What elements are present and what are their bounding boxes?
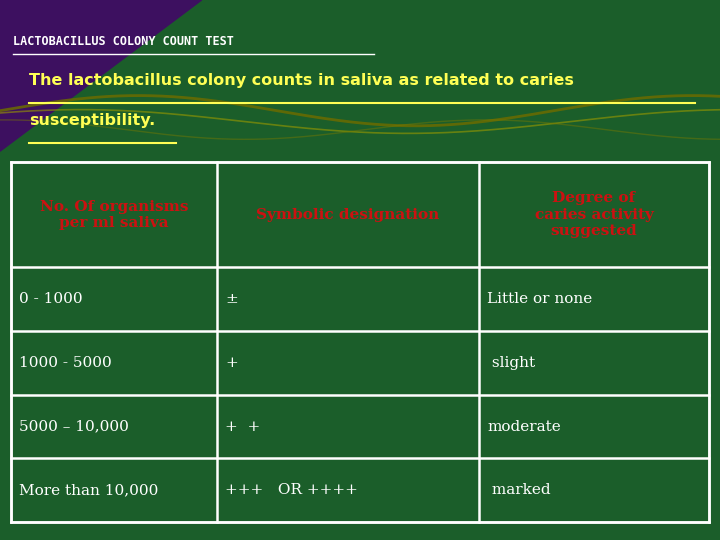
Text: susceptibility.: susceptibility. [29, 113, 155, 129]
Text: No. Of organisms
per ml saliva: No. Of organisms per ml saliva [40, 200, 188, 230]
Text: 1000 - 5000: 1000 - 5000 [19, 356, 112, 370]
Text: Little or none: Little or none [487, 292, 593, 306]
Text: More than 10,000: More than 10,000 [19, 483, 159, 497]
Text: The lactobacillus colony counts in saliva as related to caries: The lactobacillus colony counts in saliv… [29, 73, 574, 88]
Text: 5000 – 10,000: 5000 – 10,000 [19, 420, 130, 434]
Text: 0 - 1000: 0 - 1000 [19, 292, 83, 306]
Text: LACTOBACILLUS COLONY COUNT TEST: LACTOBACILLUS COLONY COUNT TEST [13, 35, 234, 48]
Text: marked: marked [487, 483, 551, 497]
Text: ±: ± [225, 292, 238, 306]
Text: +++   OR ++++: +++ OR ++++ [225, 483, 359, 497]
Text: Degree of
caries activity
suggested: Degree of caries activity suggested [534, 192, 654, 238]
Text: Symbolic designation: Symbolic designation [256, 208, 439, 221]
Text: slight: slight [487, 356, 536, 370]
FancyBboxPatch shape [11, 162, 709, 522]
Text: moderate: moderate [487, 420, 561, 434]
Text: +  +: + + [225, 420, 261, 434]
Polygon shape [0, 0, 202, 151]
Text: +: + [225, 356, 238, 370]
